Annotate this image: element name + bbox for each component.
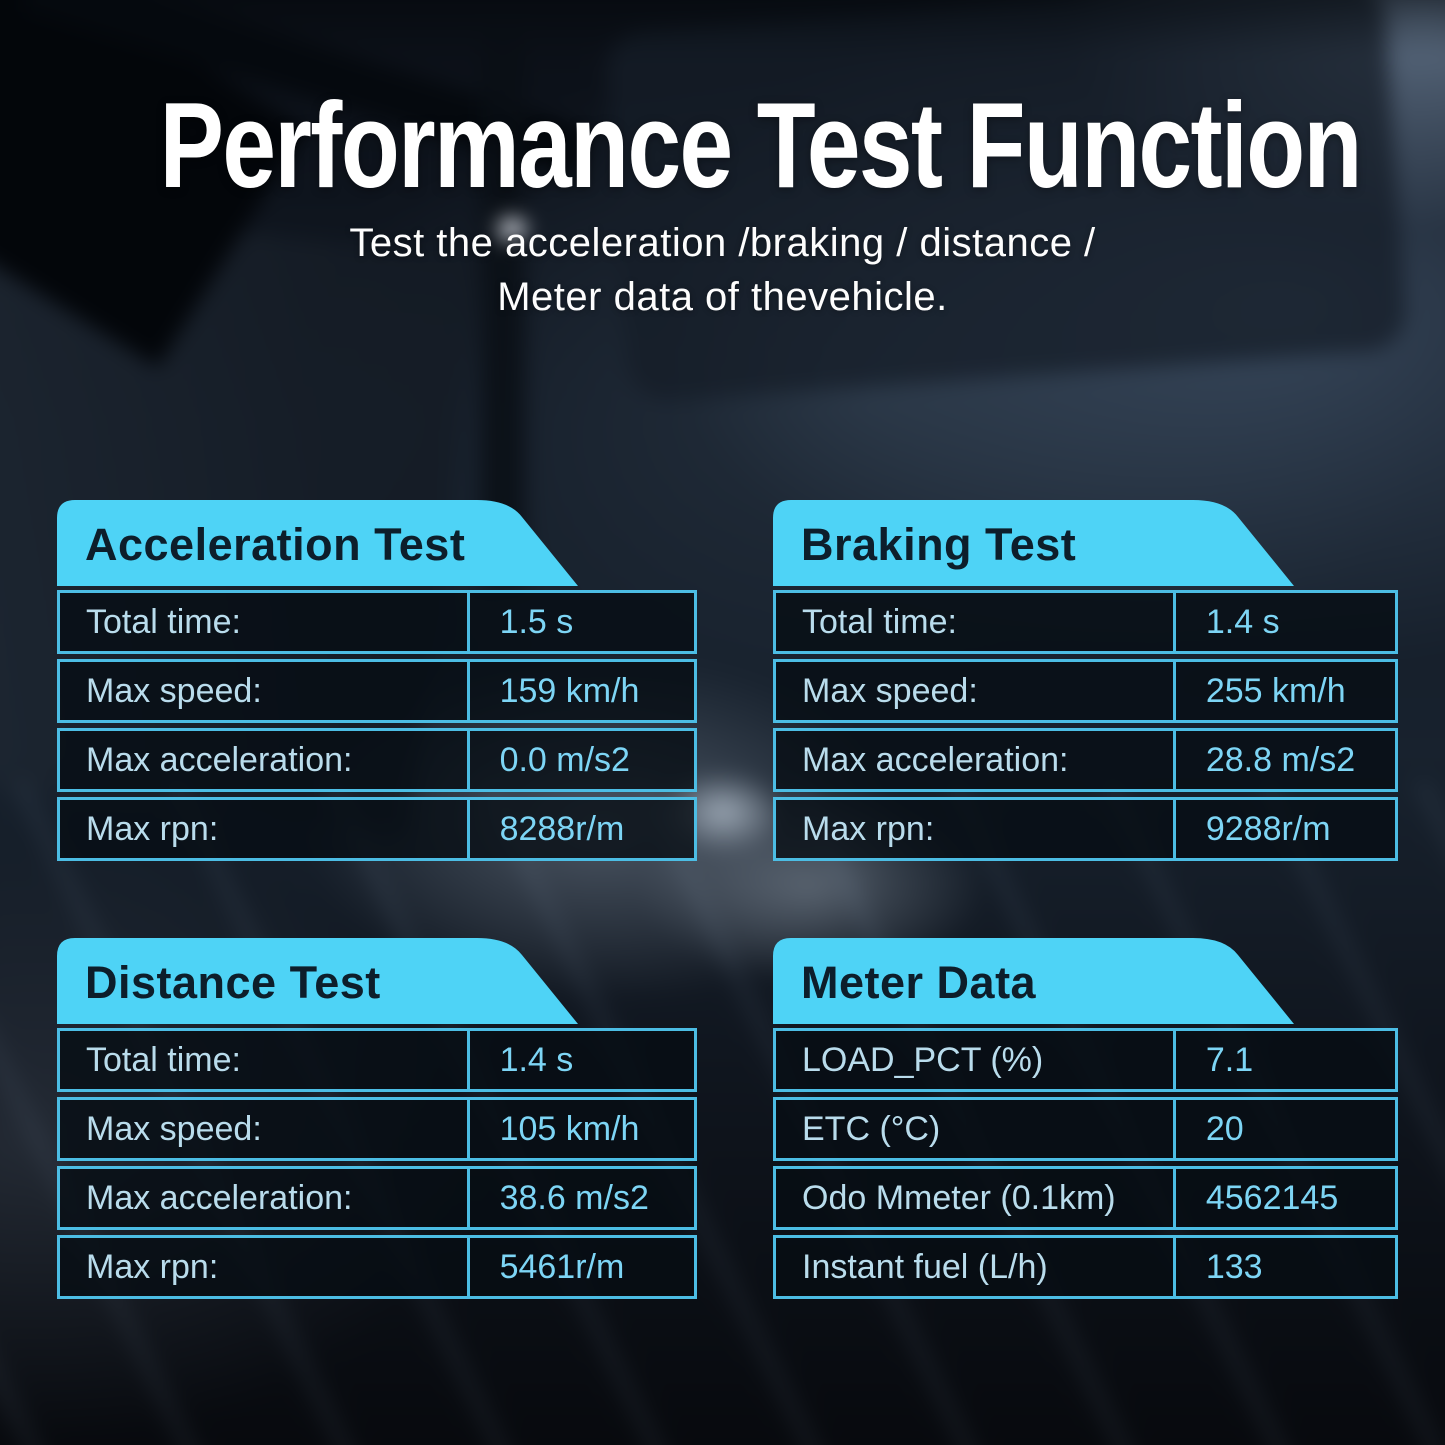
row-label: Max rpn: (60, 800, 470, 858)
row-value: 9288r/m (1205, 809, 1331, 848)
table-row: Max rpn: 8288r/m (57, 797, 697, 861)
row-label: Odo Mmeter (0.1km) (776, 1169, 1176, 1227)
row-label: Max speed: (776, 662, 1176, 720)
panel-header-tab: Acceleration Test (57, 500, 697, 586)
panel-table: LOAD_PCT (%) 7.1 ETC (°C) 20 Odo Mmeter … (773, 1028, 1398, 1299)
table-row: ETC (°C) 20 (773, 1097, 1398, 1161)
row-value: 105 km/h (499, 1109, 640, 1148)
table-row: Total time: 1.5 s (57, 590, 697, 654)
table-row: Max acceleration: 28.8 m/s2 (773, 728, 1398, 792)
row-label: ETC (°C) (776, 1100, 1176, 1158)
panel-title: Braking Test (801, 519, 1077, 570)
panel-acceleration-test: Acceleration Test Total time: 1.5 s Max … (57, 500, 697, 861)
page-title-text: Performance Test Function (159, 77, 1363, 213)
table-row: Max rpn: 9288r/m (773, 797, 1398, 861)
row-value: 255 km/h (1205, 671, 1346, 710)
row-value: 0.0 m/s2 (499, 740, 630, 779)
row-value: 159 km/h (499, 671, 640, 710)
panel-title: Distance Test (85, 957, 381, 1008)
row-label: Max acceleration: (60, 731, 470, 789)
row-label: Instant fuel (L/h) (776, 1238, 1176, 1296)
table-row: Total time: 1.4 s (773, 590, 1398, 654)
table-row: Max speed: 159 km/h (57, 659, 697, 723)
panel-table: Total time: 1.4 s Max speed: 255 km/h Ma… (773, 590, 1398, 861)
table-row: Max speed: 105 km/h (57, 1097, 697, 1161)
row-value: 133 (1205, 1247, 1263, 1286)
table-row: Instant fuel (L/h) 133 (773, 1235, 1398, 1299)
panel-header-tab: Distance Test (57, 938, 697, 1024)
row-label: Max rpn: (60, 1238, 470, 1296)
table-row: Max acceleration: 0.0 m/s2 (57, 728, 697, 792)
row-label: Total time: (60, 1031, 470, 1089)
row-value: 20 (1205, 1109, 1244, 1148)
row-value: 28.8 m/s2 (1205, 740, 1356, 779)
subtitle-line-2: Meter data of thevehicle. (497, 275, 948, 319)
panel-meter-data: Meter Data LOAD_PCT (%) 7.1 ETC (°C) 20 … (773, 938, 1398, 1299)
panel-braking-test: Braking Test Total time: 1.4 s Max speed… (773, 500, 1398, 861)
row-label: Max speed: (60, 662, 470, 720)
page-subtitle: Test the acceleration /braking / distanc… (0, 216, 1445, 324)
row-value: 5461r/m (499, 1247, 625, 1286)
row-label: Max acceleration: (60, 1169, 470, 1227)
table-row: Max speed: 255 km/h (773, 659, 1398, 723)
table-row: Max rpn: 5461r/m (57, 1235, 697, 1299)
row-value: 38.6 m/s2 (499, 1178, 649, 1217)
table-row: Odo Mmeter (0.1km) 4562145 (773, 1166, 1398, 1230)
panel-title: Meter Data (801, 957, 1037, 1008)
row-value: 1.5 s (499, 602, 574, 641)
subtitle-line-1: Test the acceleration /braking / distanc… (349, 221, 1096, 265)
panel-table: Total time: 1.4 s Max speed: 105 km/h Ma… (57, 1028, 697, 1299)
bg-pole-silhouette (474, 26, 532, 586)
table-row: Max acceleration: 38.6 m/s2 (57, 1166, 697, 1230)
row-label: Max rpn: (776, 800, 1176, 858)
row-label: LOAD_PCT (%) (776, 1031, 1176, 1089)
row-value: 1.4 s (499, 1040, 574, 1079)
panel-header-tab: Braking Test (773, 500, 1398, 586)
page-title: Performance Test Function (0, 78, 1445, 212)
row-value: 7.1 (1205, 1040, 1254, 1079)
table-row: Total time: 1.4 s (57, 1028, 697, 1092)
panel-distance-test: Distance Test Total time: 1.4 s Max spee… (57, 938, 697, 1299)
row-label: Total time: (776, 593, 1176, 651)
row-label: Max speed: (60, 1100, 470, 1158)
row-label: Max acceleration: (776, 731, 1176, 789)
row-value: 4562145 (1205, 1178, 1339, 1217)
panel-table: Total time: 1.5 s Max speed: 159 km/h Ma… (57, 590, 697, 861)
panel-header-tab: Meter Data (773, 938, 1398, 1024)
row-label: Total time: (60, 593, 470, 651)
panel-title: Acceleration Test (85, 519, 466, 570)
row-value: 1.4 s (1205, 602, 1280, 641)
bg-street-light (498, 218, 526, 240)
table-row: LOAD_PCT (%) 7.1 (773, 1028, 1398, 1092)
row-value: 8288r/m (499, 809, 625, 848)
